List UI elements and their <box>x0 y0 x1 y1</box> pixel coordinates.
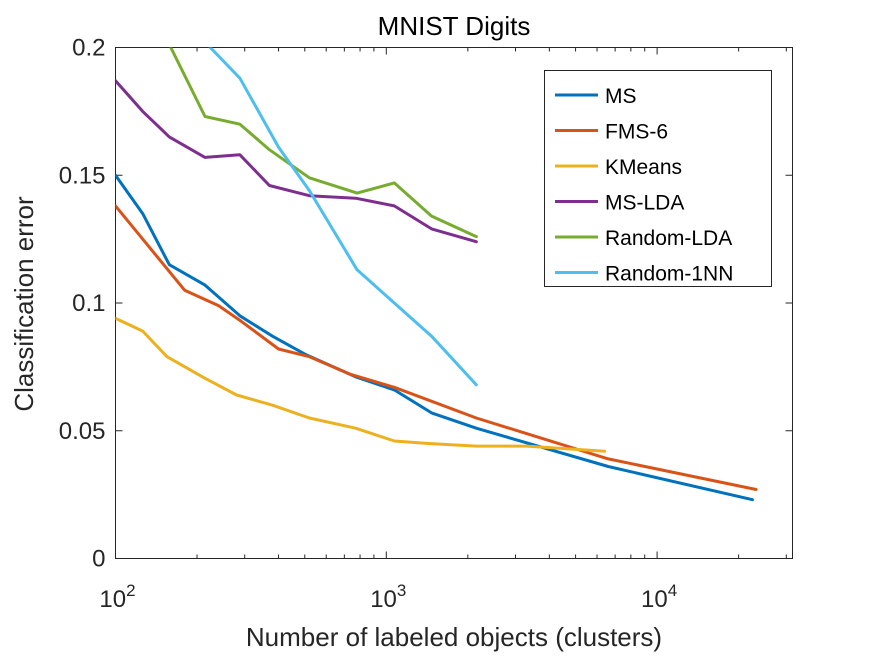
y-tick-label: 0.2 <box>72 35 105 62</box>
x-tick-label-exponent: 4 <box>668 581 677 600</box>
legend-label-ms: MS <box>605 85 637 108</box>
x-tick-label-base: 10 <box>370 586 397 613</box>
y-tick-label: 0.15 <box>59 162 106 189</box>
series-line-ms-lda <box>115 79 478 244</box>
legend-label-kmeans: KMeans <box>605 156 682 179</box>
legend-label-ms-lda: MS-LDA <box>605 192 684 215</box>
x-tick-label-base: 10 <box>99 586 126 613</box>
y-axis-label: Classification error <box>9 196 39 412</box>
y-tick-label: 0 <box>92 546 105 573</box>
legend-box <box>544 70 772 287</box>
legend-label-random-1nn: Random-1NN <box>605 263 733 286</box>
series-line-random-1nn <box>208 47 478 387</box>
x-tick-label-base: 10 <box>641 586 668 613</box>
legend-label-fms-6: FMS-6 <box>605 121 668 144</box>
x-axis-ticks: 102 103 104 <box>99 47 787 613</box>
legend: MS FMS-6 KMeans MS-LDA Random-LDA Random-1NN <box>544 70 772 287</box>
x-axis-label: Number of labeled objects (clusters) <box>246 622 662 652</box>
y-tick-label: 0.05 <box>59 418 106 445</box>
x-tick-label-exponent: 2 <box>126 581 135 600</box>
series-line-kmeans <box>115 316 607 453</box>
series-line-fms-6 <box>115 204 758 491</box>
series-lines <box>115 47 758 502</box>
series-line-random-lda <box>169 47 478 239</box>
legend-label-random-lda: Random-LDA <box>605 227 732 250</box>
x-tick-label: 102 <box>99 581 135 613</box>
x-tick-label: 103 <box>370 581 406 613</box>
chart-title: MNIST Digits <box>378 11 531 41</box>
x-tick-label-exponent: 3 <box>397 581 406 600</box>
x-tick-label: 104 <box>641 581 677 613</box>
y-tick-label: 0.1 <box>72 290 105 317</box>
y-axis-ticks: 0 0.05 0.1 0.15 0.2 <box>59 35 793 573</box>
